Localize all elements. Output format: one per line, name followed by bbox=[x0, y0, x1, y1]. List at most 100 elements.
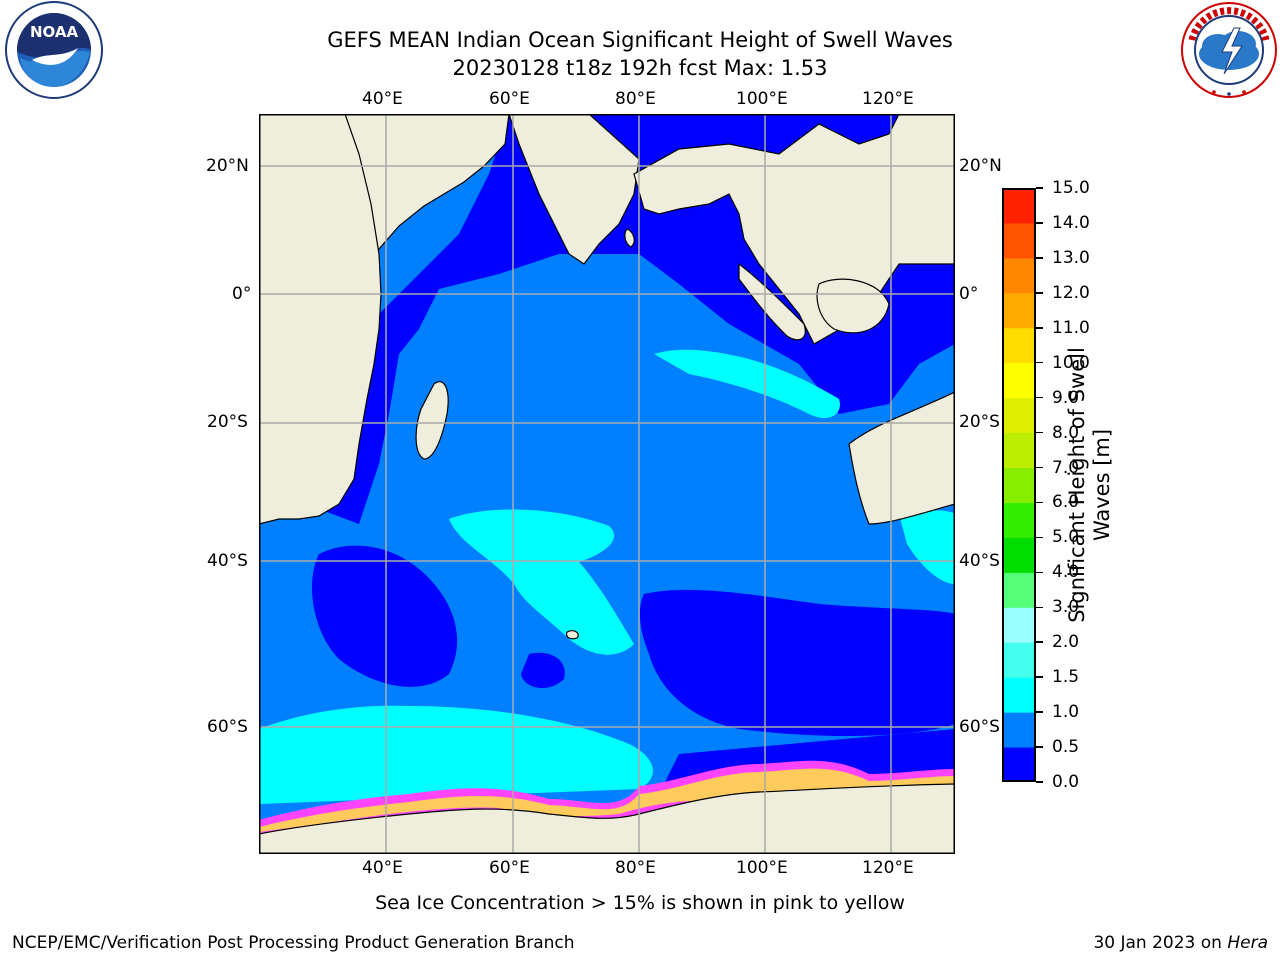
lon-label-bottom-60e: 60°E bbox=[489, 858, 530, 878]
lat-label-right-20n: 20°N bbox=[959, 156, 1002, 176]
sea-ice-yellow-band bbox=[260, 768, 954, 832]
lon-label-bottom-100e: 100°E bbox=[736, 858, 788, 878]
land-masses bbox=[260, 115, 954, 853]
colorbar-tick-mark bbox=[1036, 536, 1043, 539]
colorbar-tick-label: 1.0 bbox=[1052, 702, 1080, 723]
lon-label-top-80e: 80°E bbox=[615, 89, 656, 109]
credit-branch: NCEP/EMC/Verification Post Processing Pr… bbox=[12, 933, 575, 953]
colorbar-tick-mark bbox=[1036, 781, 1043, 783]
colorbar-tick-mark bbox=[1036, 571, 1043, 574]
colorbar-tick-label: 4.0 bbox=[1052, 562, 1080, 583]
swell-high-regions bbox=[260, 349, 954, 804]
colorbar-segment bbox=[1002, 188, 1036, 224]
colorbar-tick-label: 6.0 bbox=[1052, 492, 1080, 513]
colorbar-segment bbox=[1002, 257, 1036, 294]
credit-date-text: 30 Jan 2023 on bbox=[1093, 933, 1228, 953]
colorbar-segment bbox=[1002, 572, 1036, 608]
colorbar-tick-mark bbox=[1036, 292, 1043, 294]
noaa-logo: NOAA bbox=[2, 0, 106, 100]
lon-label-top-60e: 60°E bbox=[489, 89, 530, 109]
colorbar-segment bbox=[1002, 222, 1036, 259]
colorbar-segment bbox=[1002, 327, 1036, 364]
colorbar-tick-mark bbox=[1036, 641, 1043, 643]
sea-ice-note: Sea Ice Concentration > 15% is shown in … bbox=[375, 892, 905, 914]
colorbar-tick-mark bbox=[1036, 746, 1043, 748]
colorbar-tick-label: 0.5 bbox=[1052, 737, 1080, 758]
colorbar-segment bbox=[1002, 747, 1036, 783]
colorbar-tick-mark bbox=[1036, 361, 1043, 364]
map-border bbox=[258, 113, 956, 855]
lat-label-right-60s: 60°S bbox=[959, 717, 1000, 737]
noaa-logo-text: NOAA bbox=[30, 23, 79, 41]
nws-logo bbox=[1178, 0, 1280, 100]
colorbar-segment bbox=[1002, 467, 1036, 503]
colorbar-tick-label: 9.0 bbox=[1052, 387, 1080, 408]
colorbar-tick-label: 3.0 bbox=[1052, 597, 1080, 618]
lat-label-left-40s: 40°S bbox=[207, 551, 248, 571]
colorbar-tick-mark bbox=[1036, 396, 1043, 399]
colorbar-tick-label: 11.0 bbox=[1052, 317, 1090, 338]
colorbar-tick-mark bbox=[1036, 501, 1043, 504]
lat-label-left-0: 0° bbox=[232, 284, 252, 304]
lat-label-right-40s: 40°S bbox=[959, 551, 1000, 571]
land-sumatra bbox=[738, 262, 806, 341]
colorbar-tick-label: 10.0 bbox=[1052, 352, 1090, 373]
colorbar-border bbox=[1002, 188, 1036, 782]
land-kerguelen bbox=[566, 630, 579, 640]
colorbar-tick-label: 2.0 bbox=[1052, 632, 1080, 653]
colorbar-tick-label: 13.0 bbox=[1052, 247, 1090, 268]
lat-label-right-20s: 20°S bbox=[959, 412, 1000, 432]
colorbar-label-line1: Significant Height of Swell bbox=[1065, 347, 1089, 623]
colorbar bbox=[1002, 188, 1036, 783]
lat-lon-grid bbox=[260, 115, 954, 853]
land-africa bbox=[260, 115, 382, 525]
colorbar-tick-label: 0.0 bbox=[1052, 772, 1080, 792]
lon-label-top-40e: 40°E bbox=[362, 89, 403, 109]
colorbar-label-line2: Waves [m] bbox=[1090, 428, 1114, 542]
colorbar-tick-mark bbox=[1036, 431, 1043, 434]
colorbar-segment bbox=[1002, 677, 1036, 713]
colorbar-segment bbox=[1002, 537, 1036, 573]
land-sri-lanka bbox=[624, 228, 635, 248]
map-panel bbox=[258, 113, 956, 855]
lat-label-left-20s: 20°S bbox=[207, 412, 248, 432]
lon-label-bottom-80e: 80°E bbox=[615, 858, 656, 878]
colorbar-segment bbox=[1002, 502, 1036, 538]
colorbar-tick-label: 5.0 bbox=[1052, 527, 1080, 548]
colorbar-segment bbox=[1002, 292, 1036, 329]
credit-host: Hera bbox=[1227, 933, 1268, 953]
colorbar-tick-mark bbox=[1036, 711, 1043, 713]
colorbar-tick-mark bbox=[1036, 327, 1043, 329]
land-antarctica bbox=[260, 783, 954, 853]
lon-label-bottom-120e: 120°E bbox=[862, 858, 914, 878]
colorbar-tick-mark bbox=[1036, 676, 1043, 678]
colorbar-tick-mark bbox=[1036, 222, 1043, 224]
colorbar-segment bbox=[1002, 362, 1036, 399]
lon-label-bottom-40e: 40°E bbox=[362, 858, 403, 878]
map-canvas bbox=[258, 113, 956, 855]
colorbar-segment bbox=[1002, 642, 1036, 678]
colorbar-tick-mark bbox=[1036, 606, 1043, 609]
land-australia bbox=[848, 391, 954, 525]
colorbar-tick-label: 8.0 bbox=[1052, 422, 1080, 443]
map-title: GEFS MEAN Indian Ocean Significant Heigh… bbox=[327, 28, 953, 52]
land-borneo bbox=[816, 278, 890, 334]
map-subtitle: 20230128 t18z 192h fcst Max: 1.53 bbox=[452, 56, 828, 80]
colorbar-tick-label: 15.0 bbox=[1052, 178, 1090, 198]
lat-label-right-0: 0° bbox=[959, 284, 979, 304]
colorbar-tick-label: 12.0 bbox=[1052, 282, 1090, 303]
lon-label-top-120e: 120°E bbox=[862, 89, 914, 109]
colorbar-tick-label: 1.5 bbox=[1052, 667, 1080, 688]
colorbar-segment bbox=[1002, 432, 1036, 469]
colorbar-segment bbox=[1002, 607, 1036, 643]
colorbar-tick-mark bbox=[1036, 466, 1043, 469]
colorbar-tick-label: 7.0 bbox=[1052, 457, 1080, 478]
colorbar-segment bbox=[1002, 397, 1036, 434]
credit-date: 30 Jan 2023 on Hera bbox=[1093, 933, 1268, 953]
colorbar-segment bbox=[1002, 712, 1036, 748]
colorbar-tick-label: 14.0 bbox=[1052, 212, 1090, 233]
lat-label-left-60s: 60°S bbox=[207, 717, 248, 737]
colorbar-tick-mark bbox=[1036, 187, 1043, 189]
land-madagascar bbox=[415, 381, 449, 460]
colorbar-tick-mark bbox=[1036, 257, 1043, 259]
